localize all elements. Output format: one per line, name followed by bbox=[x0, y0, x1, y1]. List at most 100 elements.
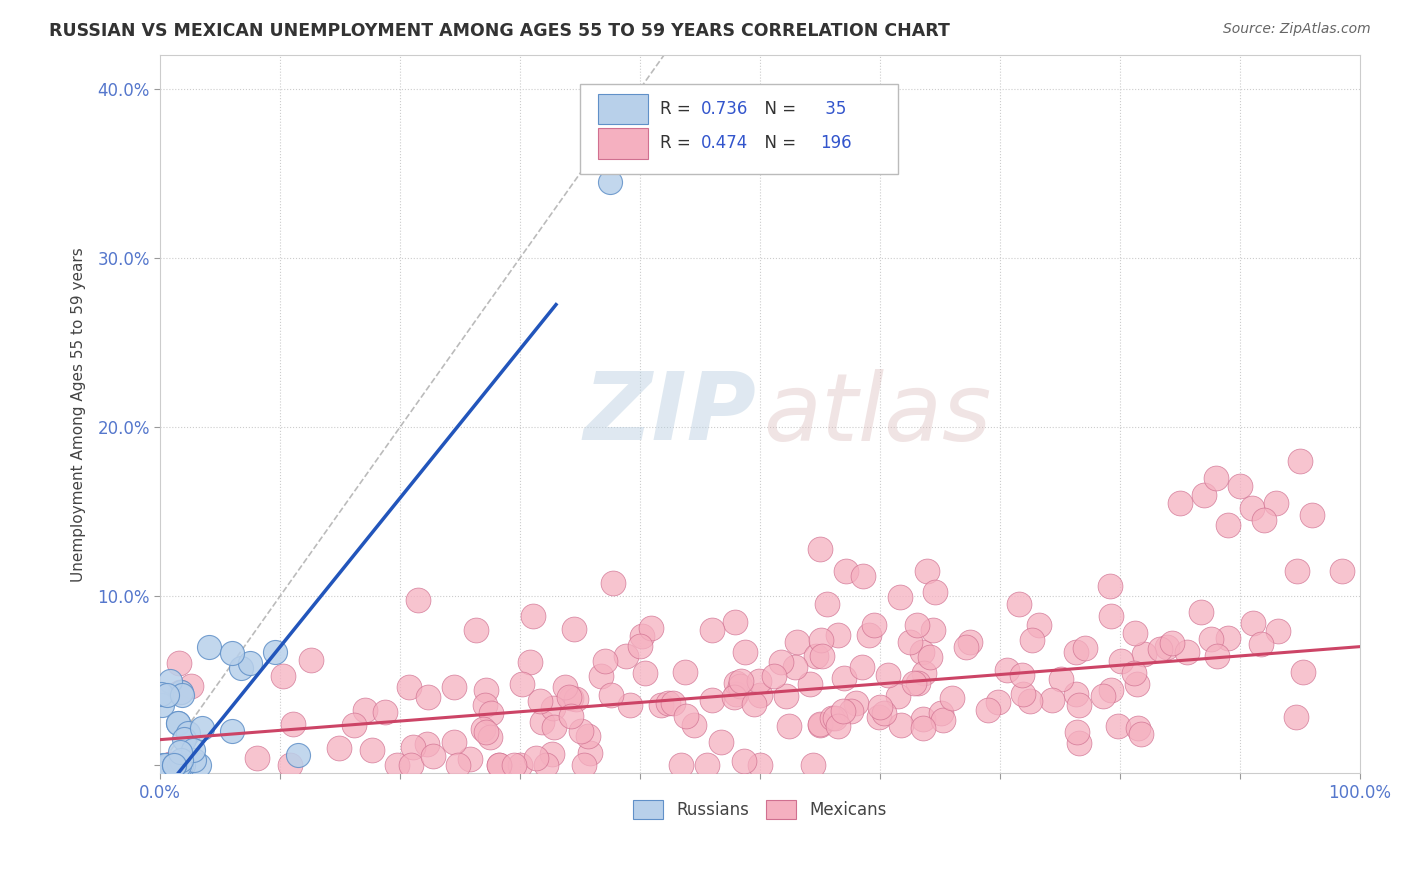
Legend: Russians, Mexicans: Russians, Mexicans bbox=[627, 794, 893, 826]
Point bbox=[903, 675, 925, 690]
Point bbox=[835, 564, 858, 578]
Point bbox=[560, 709, 582, 723]
Point bbox=[724, 687, 747, 701]
Text: RUSSIAN VS MEXICAN UNEMPLOYMENT AMONG AGES 55 TO 59 YEARS CORRELATION CHART: RUSSIAN VS MEXICAN UNEMPLOYMENT AMONG AG… bbox=[49, 22, 950, 40]
FancyBboxPatch shape bbox=[598, 94, 648, 124]
Point bbox=[524, 750, 547, 764]
Point bbox=[662, 696, 685, 710]
Point bbox=[170, 758, 193, 772]
Point bbox=[877, 668, 900, 682]
Point bbox=[1175, 645, 1198, 659]
Point bbox=[488, 757, 510, 772]
Point bbox=[1216, 518, 1239, 533]
Point bbox=[177, 726, 200, 740]
Point bbox=[447, 758, 470, 772]
Point bbox=[634, 666, 657, 681]
Point bbox=[180, 679, 202, 693]
Point bbox=[354, 703, 377, 717]
Point bbox=[786, 634, 808, 648]
Point bbox=[929, 706, 952, 721]
Point bbox=[1199, 632, 1222, 646]
Point bbox=[748, 673, 770, 688]
Point bbox=[460, 752, 482, 766]
Point bbox=[1107, 719, 1129, 733]
Point bbox=[808, 717, 831, 731]
Point bbox=[898, 635, 921, 649]
Point bbox=[163, 758, 186, 772]
Point bbox=[479, 706, 502, 720]
Point bbox=[1250, 637, 1272, 651]
Point bbox=[808, 718, 831, 732]
Point bbox=[343, 718, 366, 732]
Point bbox=[1067, 736, 1090, 750]
Point bbox=[191, 721, 214, 735]
Point bbox=[886, 689, 908, 703]
Point bbox=[845, 696, 868, 710]
Point bbox=[742, 697, 765, 711]
Text: 0.736: 0.736 bbox=[702, 100, 748, 118]
Point bbox=[832, 671, 855, 685]
Point bbox=[770, 655, 793, 669]
Point bbox=[239, 656, 262, 670]
Point bbox=[724, 615, 747, 629]
Point bbox=[1240, 501, 1263, 516]
Point bbox=[1099, 683, 1122, 698]
Point bbox=[1098, 579, 1121, 593]
Point bbox=[1285, 564, 1308, 578]
Point bbox=[730, 674, 752, 689]
Point bbox=[299, 652, 322, 666]
Point bbox=[1123, 626, 1146, 640]
Point bbox=[1040, 693, 1063, 707]
Point bbox=[1126, 677, 1149, 691]
Text: R =: R = bbox=[661, 135, 696, 153]
Point bbox=[1011, 668, 1033, 682]
Point bbox=[183, 743, 205, 757]
Point bbox=[169, 753, 191, 767]
Point bbox=[1168, 496, 1191, 510]
Point bbox=[785, 660, 807, 674]
Point bbox=[912, 721, 935, 735]
Point bbox=[150, 698, 173, 712]
Point bbox=[572, 758, 595, 772]
Point bbox=[683, 717, 706, 731]
Point bbox=[911, 645, 934, 659]
Point bbox=[221, 646, 243, 660]
Point bbox=[399, 758, 422, 772]
Point bbox=[650, 698, 672, 713]
Point bbox=[541, 701, 564, 715]
Point bbox=[941, 691, 963, 706]
Point bbox=[502, 758, 524, 772]
Point bbox=[422, 749, 444, 764]
Point bbox=[328, 740, 350, 755]
Point bbox=[1049, 672, 1071, 686]
Point bbox=[827, 628, 849, 642]
Point bbox=[918, 649, 941, 664]
Point bbox=[579, 746, 602, 760]
Point bbox=[851, 660, 873, 674]
Point bbox=[1123, 665, 1146, 680]
Point bbox=[398, 680, 420, 694]
Point bbox=[748, 758, 770, 772]
Text: 35: 35 bbox=[820, 100, 846, 118]
Point bbox=[443, 735, 465, 749]
Point bbox=[669, 758, 692, 772]
Text: atlas: atlas bbox=[763, 368, 991, 459]
Point bbox=[710, 735, 733, 749]
Point bbox=[156, 758, 179, 772]
Point bbox=[406, 593, 429, 607]
Point bbox=[821, 711, 844, 725]
Point bbox=[172, 688, 194, 702]
Point bbox=[863, 618, 886, 632]
Point bbox=[912, 666, 935, 681]
Point bbox=[1218, 631, 1240, 645]
Point bbox=[799, 677, 821, 691]
Point bbox=[591, 669, 613, 683]
Point bbox=[167, 715, 190, 730]
Point bbox=[221, 724, 243, 739]
Text: ZIP: ZIP bbox=[583, 368, 756, 460]
Point bbox=[824, 710, 846, 724]
Point bbox=[170, 685, 193, 699]
Point bbox=[565, 692, 588, 706]
Point bbox=[724, 676, 747, 690]
Point bbox=[571, 724, 593, 739]
